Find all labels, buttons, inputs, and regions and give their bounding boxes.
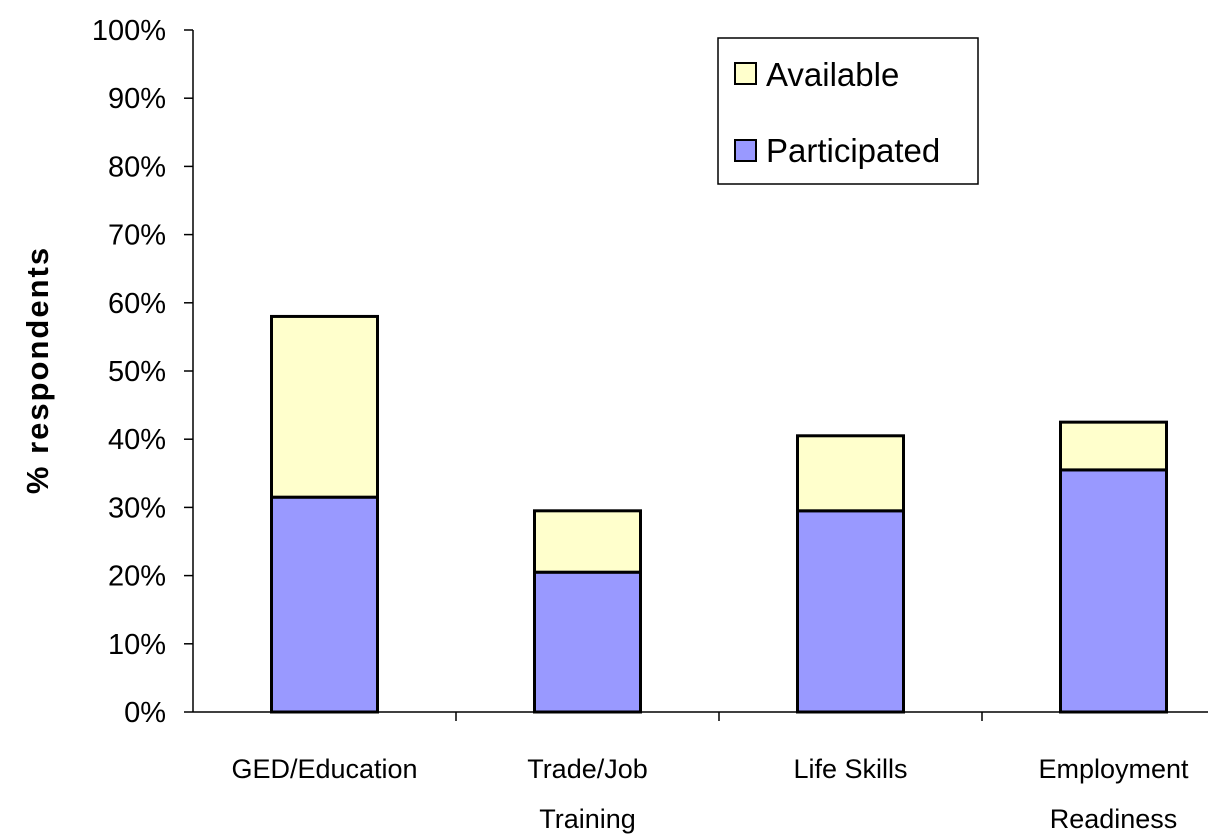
legend-label-participated: Participated [766,132,940,169]
y-axis-title: % respondents [20,246,55,494]
y-tick-label: 90% [108,83,166,115]
y-axis: 0% 10% 20% 30% 40% 50% 60% 70% 80% 90% 100% [92,15,194,729]
bars [270,314,1168,714]
x-category-label: Trade/Job Training [527,754,648,834]
y-tick-label: 20% [108,561,166,593]
bar-participated-2 [796,509,905,714]
x-category-label: Life Skills [793,754,907,784]
legend: Available Participated [717,37,979,185]
y-tick-label: 60% [108,288,166,320]
y-tick-label: 10% [108,629,166,661]
y-tick-label: 40% [108,424,166,456]
bar-available-1 [533,509,642,574]
bar-participated-1 [533,570,642,714]
legend-swatch-participated [734,139,757,162]
bar-participated-0 [270,495,379,714]
x-axis: GED/Education Trade/Job Training Life Skill… [193,711,1208,834]
x-category-label: GED/Education [231,754,417,784]
y-tick-label: 50% [108,356,166,388]
y-tick-label: 30% [108,492,166,524]
legend-box [717,37,979,185]
bar-participated-3 [1059,468,1168,714]
legend-label-available: Available [766,56,899,93]
y-tick-label: 0% [124,697,166,729]
bar-available-0 [270,314,379,499]
y-tick-label: 100% [92,15,166,47]
x-category-label: Employment Readiness [1038,754,1189,834]
y-tick-label: 80% [108,151,166,183]
y-tick-label: 70% [108,220,166,252]
legend-swatch-available [734,62,757,85]
bar-available-3 [1059,420,1168,472]
bar-available-2 [796,434,905,513]
